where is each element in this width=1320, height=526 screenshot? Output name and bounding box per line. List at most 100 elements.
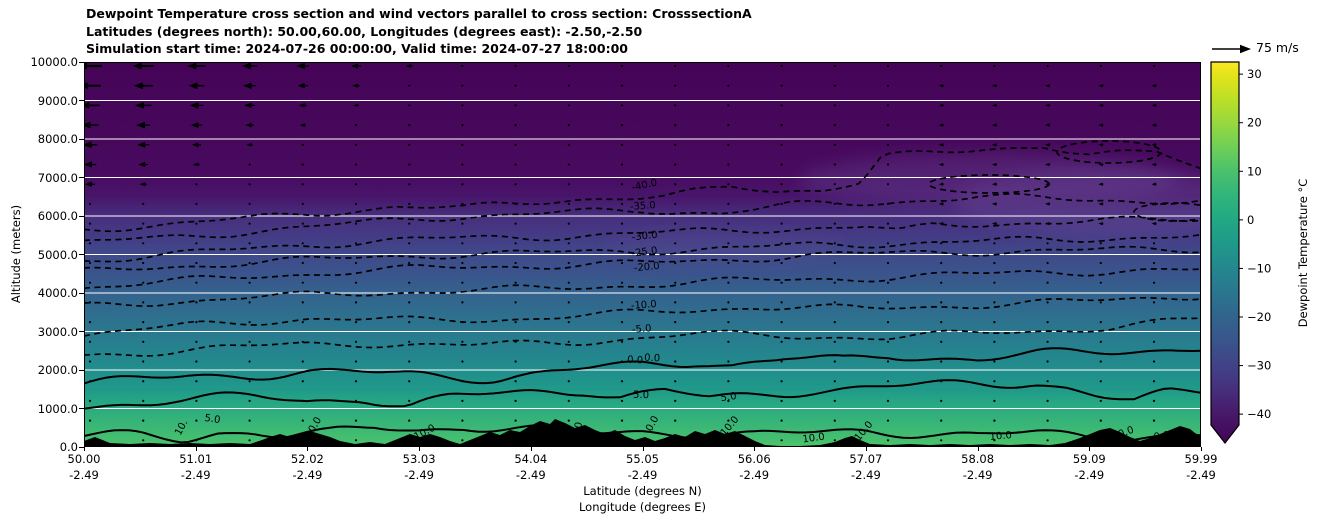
contour-label: -40.0	[631, 177, 659, 193]
y-tick-label: 4000.0	[37, 286, 78, 300]
contour-closed-loop	[1056, 140, 1162, 164]
y-tick-mark	[79, 331, 84, 332]
contour-level-10	[84, 424, 1201, 444]
contour-label: -5.0	[632, 323, 652, 336]
x-tick-mark	[754, 447, 756, 451]
y-tick-label: 6000.0	[37, 209, 78, 223]
contour-label: -25.0	[631, 245, 658, 259]
x-tick-label: 57.07 -2.49	[849, 452, 883, 482]
x-tick-mark	[865, 447, 867, 451]
y-tick-mark	[79, 254, 84, 255]
colorbar-tick-label: 0	[1247, 213, 1254, 227]
x-axis-label: Latitude (degrees N) Longitude (degrees …	[84, 483, 1201, 515]
wind-reference-arrow-icon	[1212, 44, 1251, 54]
x-tick-mark	[1201, 447, 1202, 451]
y-tick-label: 0.0	[59, 440, 78, 454]
wind-reference-label: 75 m/s	[1256, 40, 1299, 55]
contour-label: 10.0	[802, 432, 826, 446]
x-axis-label-latitude: Latitude (degrees N)	[583, 484, 702, 498]
x-tick-label: 52.02 -2.49	[290, 452, 324, 482]
y-tick-label: 7000.0	[37, 170, 78, 185]
contour-label: -10.0	[631, 299, 658, 312]
contour-label: 5.0	[204, 413, 221, 426]
x-tick-label: 53.03 -2.49	[402, 452, 436, 482]
colorbar-tick-label: −20	[1247, 310, 1271, 324]
contour-level-5	[84, 379, 1201, 410]
y-tick-label: 9000.0	[37, 93, 78, 108]
colorbar-label: Dewpoint Temperature °C	[1296, 178, 1310, 328]
x-tick-label: 54.04 -2.49	[514, 452, 548, 482]
contour-lines	[84, 140, 1201, 444]
x-tick-label: 50.00 -2.49	[67, 452, 101, 482]
contour-level--10	[84, 296, 1201, 337]
y-tick-mark	[79, 408, 84, 409]
colorbar-tick-label: 10	[1247, 164, 1262, 178]
contour-level--20	[84, 245, 1201, 290]
contour-level--5	[84, 317, 1201, 357]
contour-label: 10.0	[989, 430, 1012, 443]
contour-label: 0.0	[627, 355, 643, 367]
x-tick-mark	[530, 447, 532, 451]
y-tick-mark	[79, 215, 84, 217]
contour-level--40	[84, 147, 1201, 233]
y-tick-label: 8000.0	[37, 132, 78, 146]
x-tick-mark	[307, 447, 309, 451]
contour-level--25	[84, 233, 1201, 271]
x-tick-label: 56.06 -2.49	[737, 452, 771, 482]
plot-area: -40.0 -35.0 -30.0 -25.0 -20.0 -10.0 -5.0 0.0 0.0…	[84, 62, 1201, 447]
y-tick-label: 5000.0	[37, 247, 78, 262]
colorbar: 30 20 10 0 −10 −20 −30 −40	[1210, 61, 1271, 444]
x-tick-label: 55.05 -2.49	[626, 452, 659, 482]
terrain-silhouette	[84, 419, 1201, 447]
contour-level--35	[84, 192, 1201, 242]
y-tick-mark	[79, 61, 84, 63]
x-tick-mark	[419, 447, 421, 451]
x-tick-mark	[195, 447, 197, 451]
y-tick-mark	[79, 138, 84, 140]
contour-label: 5.0	[633, 390, 649, 402]
colorbar-bar	[1210, 61, 1240, 444]
x-tick-label: 59.99 -2.49	[1184, 452, 1218, 482]
y-tick-mark	[79, 292, 84, 294]
y-tick-label: 10000.0	[30, 55, 78, 69]
chart-title-block: Dewpoint Temperature cross section and w…	[86, 5, 752, 58]
contour-label: 5.0	[720, 391, 737, 404]
chart-title-line2: Latitudes (degrees north): 50.00,60.00, …	[86, 23, 643, 39]
cross-section-canvas: -40.0 -35.0 -30.0-25.0 -20.0 -10.0 -5.0 0.0 0.0…	[84, 62, 1201, 447]
wind-vectors	[84, 62, 1157, 442]
contour-label: -20.0	[633, 261, 660, 274]
contour-level--15	[84, 268, 1201, 307]
x-tick-label: 58.08 -2.49	[961, 452, 995, 482]
x-tick-mark	[642, 447, 644, 451]
y-tick-mark	[79, 369, 84, 371]
x-tick-label: 59.09 -2.49	[1072, 452, 1106, 482]
colorbar-ticks: 30 20 10 0 −10 −20 −30 −40	[1239, 67, 1271, 421]
fill-variation	[604, 154, 1201, 265]
x-tick-mark	[84, 447, 85, 451]
chart-title-line3: Simulation start time: 2024-07-26 00:00:…	[86, 41, 628, 56]
contour-label: -35.0	[630, 200, 657, 213]
colorbar-tick-label: −30	[1247, 359, 1271, 373]
y-tick-label: 2000.0	[37, 363, 78, 377]
axes-frame	[84, 62, 1201, 447]
contour-closed-loop	[1133, 202, 1201, 222]
y-axis-label: Altitude (meters)	[9, 204, 23, 304]
y-tick-mark	[79, 100, 84, 101]
contour-level-0	[84, 347, 1201, 385]
y-tick-mark	[79, 177, 84, 178]
y-tick-mark	[79, 446, 84, 448]
contour-label: -30.0	[631, 230, 658, 244]
y-tick-label: 3000.0	[37, 324, 78, 339]
x-tick-label: 51.01 -2.49	[179, 452, 213, 482]
x-tick-mark	[1089, 447, 1091, 451]
contour-level--30	[84, 215, 1201, 263]
colorbar-tick-label: 30	[1247, 67, 1262, 81]
contour-label: 0.0	[644, 353, 660, 365]
y-tick-label: 1000.0	[37, 401, 78, 416]
colorbar-tick-label: 20	[1247, 116, 1262, 130]
colorbar-tick-label: −40	[1247, 407, 1271, 421]
colorbar-tick-label: −10	[1247, 261, 1271, 275]
x-tick-mark	[977, 447, 979, 451]
chart-title-line1: Dewpoint Temperature cross section and w…	[86, 6, 752, 21]
